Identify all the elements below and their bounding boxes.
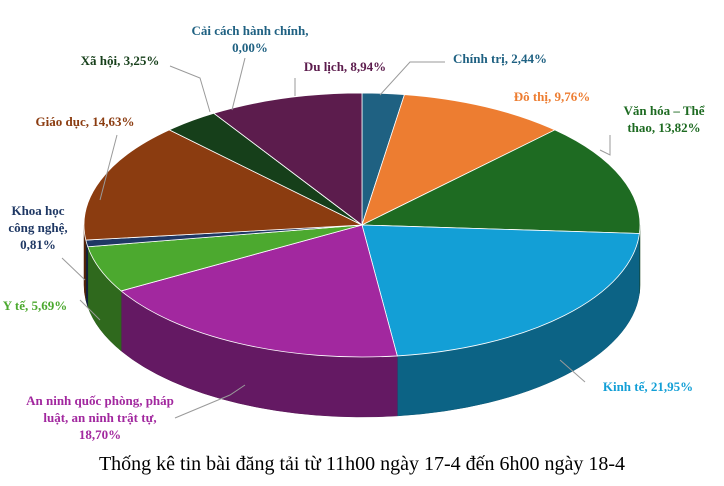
slice	[213, 92, 363, 226]
data-labels: Chính trị, 2,44% Đô thị, 9,76% Văn hóa – T…	[3, 23, 706, 442]
data-label: Xã hội, 3,25%	[81, 53, 160, 68]
data-label: Cải cách hành chính, 0,00%	[191, 23, 308, 55]
slice	[361, 94, 556, 226]
leader-line	[379, 61, 445, 96]
leader-line	[61, 257, 86, 281]
slice	[361, 129, 641, 234]
data-label: Khoa học công nghệ, 0,81%	[8, 203, 67, 252]
data-label: Đô thị, 9,76%	[514, 89, 591, 104]
slice	[120, 224, 398, 358]
data-label: Giáo dục, 14,63%	[36, 114, 135, 129]
data-label: Kinh tế, 21,95%	[603, 379, 693, 394]
slice	[83, 129, 364, 241]
data-label: Y tế, 5,69%	[3, 298, 68, 313]
leader-line	[559, 359, 586, 383]
slice-side	[85, 240, 89, 307]
leader-line	[599, 135, 611, 156]
leader-line	[79, 299, 101, 321]
leader-line	[169, 65, 211, 113]
chart-title: Thống kê tin bài đăng tải từ 11h00 ngày …	[99, 453, 625, 475]
leader-lines	[61, 57, 611, 419]
data-label: Văn hóa – Thể thao, 13,82%	[623, 103, 705, 135]
leader-line	[174, 384, 246, 419]
data-label: Du lịch, 8,94%	[304, 59, 386, 74]
leader-line	[231, 57, 246, 111]
leader-line	[99, 134, 118, 201]
data-label: An ninh quốc phòng, pháp luật, an ninh tr…	[26, 393, 174, 442]
data-label: Chính trị, 2,44%	[453, 51, 547, 66]
pie-slices	[83, 92, 641, 358]
slice	[361, 224, 640, 357]
